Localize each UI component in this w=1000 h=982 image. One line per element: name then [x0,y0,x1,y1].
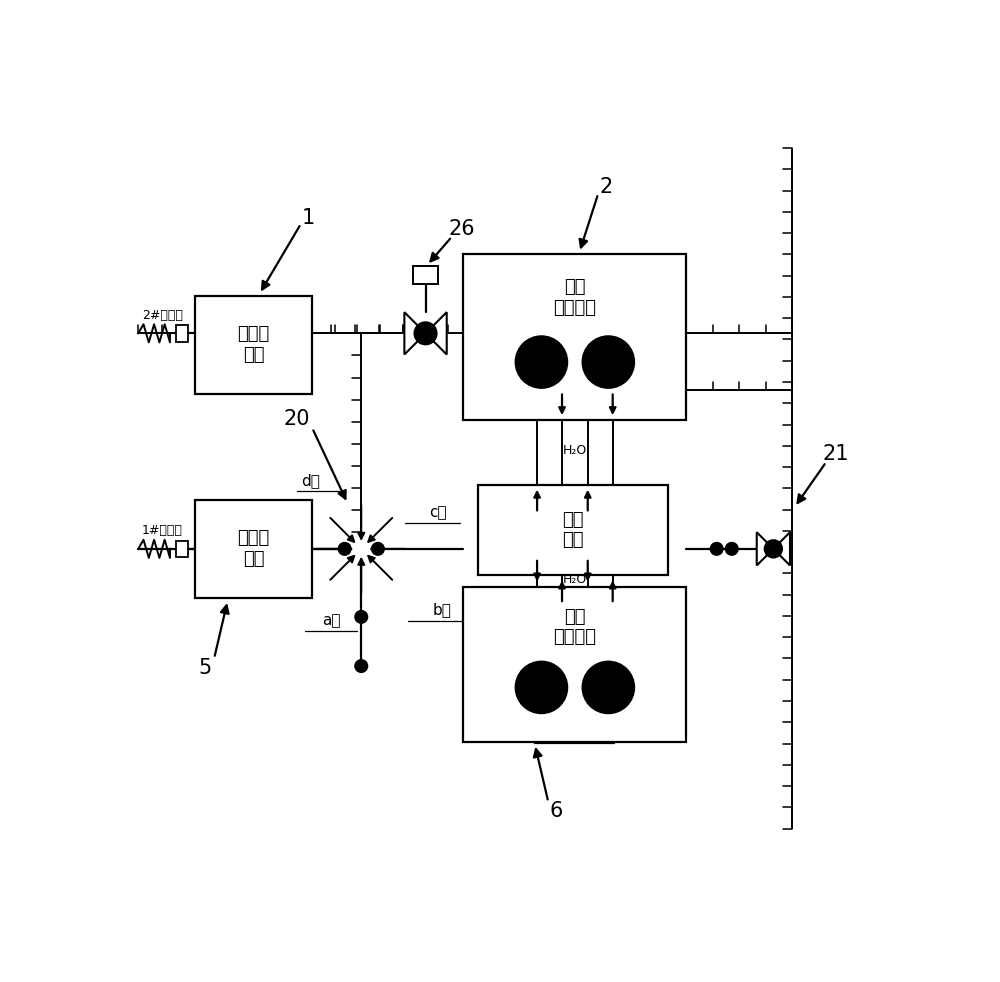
Bar [176,325,188,342]
Polygon shape [757,532,773,566]
Circle shape [583,337,634,388]
Circle shape [711,543,723,555]
Text: 6: 6 [549,801,563,821]
Text: 冷水
机组: 冷水 机组 [562,511,584,549]
Text: c口: c口 [429,505,447,520]
Text: b口: b口 [433,602,452,617]
Text: 2: 2 [599,178,612,197]
Circle shape [339,543,351,555]
Text: 21: 21 [823,444,849,464]
Circle shape [765,540,782,558]
Text: 低压卸
车撬: 低压卸 车撬 [237,529,270,569]
Circle shape [726,543,738,555]
Text: M: M [535,355,548,369]
Text: 低压
压缩机撬: 低压 压缩机撬 [553,608,596,646]
Bar [463,254,686,420]
Text: d口: d口 [301,473,320,488]
Polygon shape [404,312,426,355]
Circle shape [355,660,367,672]
Polygon shape [426,312,447,355]
Text: 5: 5 [198,658,212,678]
Text: 高压卸
车撬: 高压卸 车撬 [237,325,270,364]
Text: 20: 20 [284,409,310,429]
Text: H₂O: H₂O [563,573,587,586]
Circle shape [516,662,567,713]
Text: 1: 1 [302,207,315,228]
Text: M: M [535,681,548,694]
Bar [463,586,686,741]
Bar [195,296,312,394]
Text: 2#卸气口: 2#卸气口 [142,308,183,322]
Circle shape [516,337,567,388]
Text: 1#卸气口: 1#卸气口 [142,524,183,537]
Bar [478,484,668,575]
Text: H₂O: H₂O [563,445,587,458]
Circle shape [583,662,634,713]
Bar [195,500,312,598]
Polygon shape [773,532,790,566]
Text: 高压
压缩机撬: 高压 压缩机撬 [553,278,596,316]
Circle shape [372,543,384,555]
Text: 26: 26 [449,219,475,239]
Circle shape [415,322,437,345]
Circle shape [355,611,367,623]
Bar [413,266,438,284]
Text: a口: a口 [322,613,340,628]
Bar [176,540,188,557]
